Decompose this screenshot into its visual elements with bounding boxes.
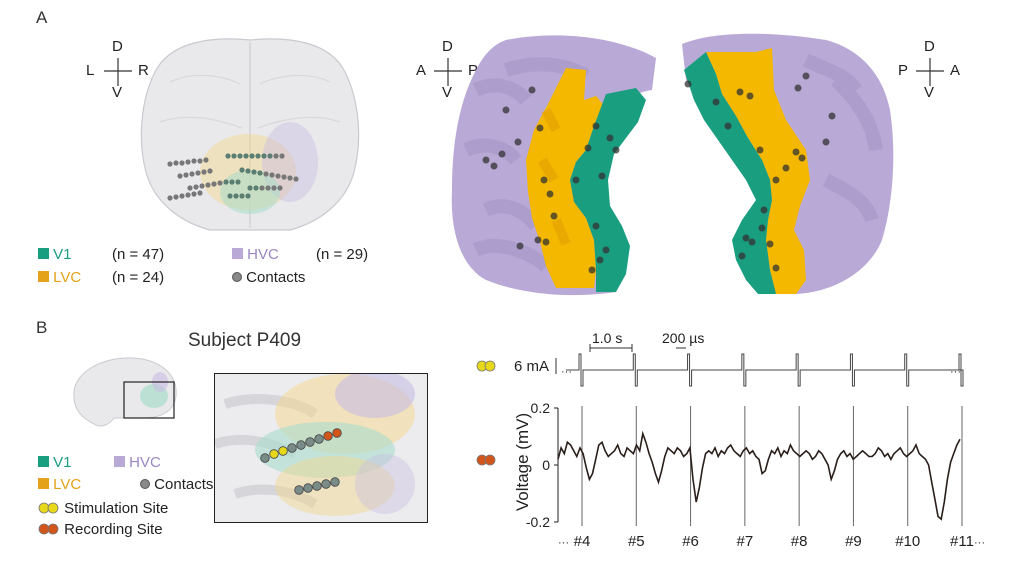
v1-swatch — [38, 248, 49, 259]
brain-side-view — [73, 357, 177, 427]
compass-right-a: A — [950, 62, 961, 79]
x-ellipsis-right: ··· — [974, 537, 985, 549]
zoom-contacts — [260, 428, 342, 495]
v1-label: V1 — [53, 454, 72, 471]
compass-cross-icon — [434, 58, 462, 86]
stim-marker-label: #4 — [574, 533, 591, 550]
compass-right-map: D V P A — [896, 38, 966, 101]
compass-cross-icon — [104, 58, 132, 86]
stim-marker-label: #9 — [845, 533, 862, 550]
contacts-label: Contacts — [246, 269, 306, 286]
lvc-label: LVC — [53, 476, 82, 493]
legend-contacts-b: Contacts — [140, 476, 213, 493]
y-axis: 0.2 0 -0.2 — [526, 400, 559, 530]
brain-front-view — [140, 38, 360, 231]
hvc-label: HVC — [129, 454, 161, 471]
compass-left-v: V — [442, 84, 453, 101]
stim-marker-label: #6 — [682, 533, 699, 550]
contact-dot-icon — [140, 479, 150, 489]
lvc-count: (n = 24) — [112, 269, 165, 286]
compass-d: D — [112, 38, 123, 55]
zoom-inset — [214, 373, 428, 523]
rec-label: Recording Site — [64, 521, 163, 538]
stimulation-trace: 6 mA ··· 1.0 s 200 µs ··· — [476, 330, 964, 387]
stim-pair-icon — [38, 502, 59, 514]
compass-left-p: P — [468, 62, 479, 79]
rec-marker-icon — [484, 454, 496, 466]
stim-marker-label: #5 — [628, 533, 645, 550]
y-axis-label: Voltage (mV) — [513, 413, 532, 511]
flatmap-left-contacts — [482, 86, 620, 274]
voltage-chart: Voltage (mV) 0.2 0 -0.2 #4 #5 #6 #7 #8 #9 #10 #11… — [476, 400, 985, 550]
x-tick-labels: #4 #5 #6 #7 #8 #9 #10 #11··· ··· — [558, 533, 985, 550]
y-tick-label: 0 — [542, 457, 550, 473]
subject-title: Subject P409 — [188, 330, 302, 351]
pulse-waveform — [566, 353, 964, 387]
legend-stim: Stimulation Site — [38, 500, 168, 517]
stim-marker-label: #10 — [895, 533, 920, 550]
panel-a-letter: A — [36, 8, 48, 27]
hvc-swatch — [232, 248, 243, 259]
panel-b-letter: B — [36, 318, 48, 337]
contacts-label: Contacts — [154, 476, 214, 493]
legend-lvc-b: LVC — [38, 476, 81, 493]
compass-right-p: P — [898, 62, 909, 79]
legend-lvc-a: LVC — [38, 269, 81, 286]
compass-left-map: D V A P — [414, 38, 484, 101]
legend-hvc-a: HVC — [232, 246, 279, 263]
compass-l: L — [86, 62, 95, 79]
stim-ellipsis-left: ··· — [561, 366, 572, 378]
compass-brain: D V L R — [84, 38, 154, 101]
flatmap-left-hemisphere — [451, 35, 656, 296]
lvc-label: LVC — [53, 269, 82, 286]
stim-markers — [581, 406, 963, 526]
lvc-swatch — [38, 271, 49, 282]
y-tick-label: -0.2 — [526, 514, 550, 530]
zoom-inset-illustration — [215, 374, 427, 522]
stim-marker-label: #7 — [737, 533, 754, 550]
v1-label: V1 — [53, 246, 72, 263]
compass-left-a: A — [416, 62, 427, 79]
voltage-trace-line — [557, 430, 961, 521]
stim-amplitude: 6 mA — [514, 358, 549, 375]
stim-marker-label: #8 — [791, 533, 808, 550]
rec-pair-icon — [38, 523, 59, 535]
hvc-swatch — [114, 456, 125, 467]
hvc-label: HVC — [247, 246, 279, 263]
y-tick-label: 0.2 — [531, 400, 551, 416]
zoom-box — [123, 381, 175, 419]
legend-hvc-b: HVC — [114, 454, 161, 471]
compass-v: V — [112, 84, 123, 101]
v1-count: (n = 47) — [112, 246, 165, 263]
front-view-contacts — [167, 153, 299, 201]
compass-right-d: D — [924, 38, 935, 55]
pulse-width-label: 200 µs — [662, 330, 704, 346]
legend-rec: Recording Site — [38, 521, 163, 538]
x-ellipsis-left: ··· — [558, 537, 569, 549]
stim-ellipsis-right: ··· — [950, 366, 961, 378]
lvc-swatch — [38, 478, 49, 489]
legend-v1-b: V1 — [38, 454, 72, 471]
stim-marker-label: #11 — [950, 533, 974, 550]
v1-swatch — [38, 456, 49, 467]
compass-cross-icon — [916, 58, 944, 86]
flatmap-right-contacts — [684, 72, 836, 272]
compass-r: R — [138, 62, 149, 79]
period-label: 1.0 s — [592, 330, 622, 346]
legend-v1-a: V1 — [38, 246, 72, 263]
contact-dot-icon — [232, 272, 242, 282]
compass-left-d: D — [442, 38, 453, 55]
compass-right-v: V — [924, 84, 935, 101]
hvc-count: (n = 29) — [316, 246, 369, 263]
legend-contacts-a: Contacts — [232, 269, 305, 286]
flatmap-right-hemisphere — [682, 33, 894, 294]
stim-marker-icon — [484, 360, 496, 372]
stim-label: Stimulation Site — [64, 500, 169, 517]
